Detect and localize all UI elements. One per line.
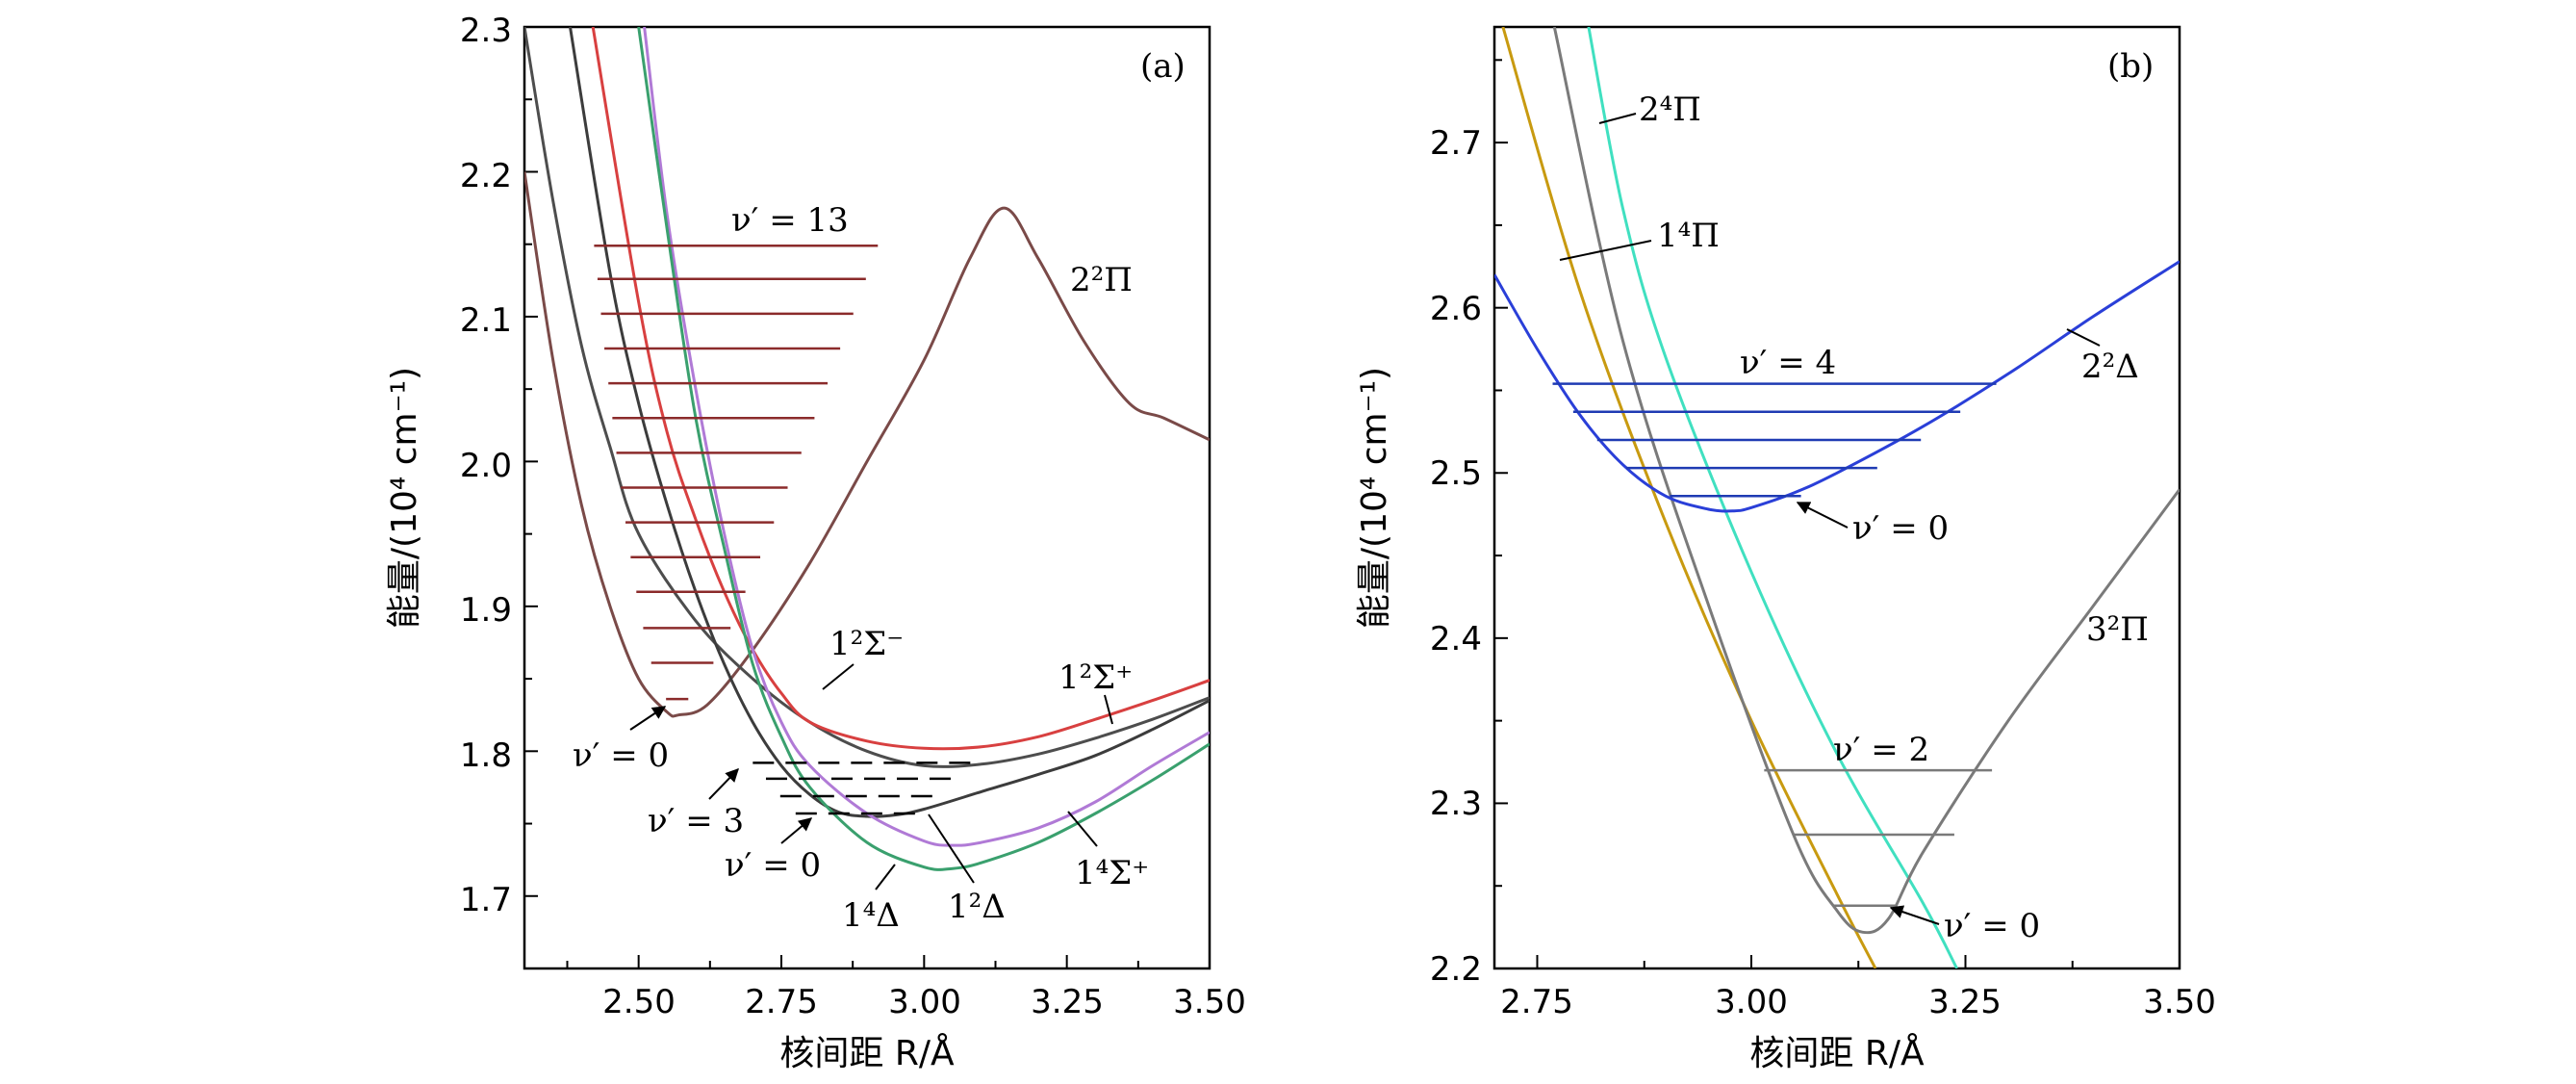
- arrow-v0-2-2delta: [1796, 502, 1849, 529]
- x-tick-label: 3.00: [888, 983, 961, 1021]
- y-tick-label: 1.8: [460, 736, 512, 775]
- y-tick-label: 2.5: [1430, 454, 1482, 493]
- leader-line: [928, 813, 975, 884]
- arrow-v3: [708, 767, 739, 800]
- panel-a-plot-area: [524, 27, 1210, 871]
- panel-b-y-axis-title: 能量/(10⁴ cm⁻¹): [1355, 367, 1394, 629]
- x-tick-label: 3.25: [1928, 983, 2002, 1021]
- y-tick-label: 2.3: [1430, 785, 1482, 823]
- curve-series-1-1: [1587, 27, 1958, 968]
- panel-a: 2.50 2.75 3.00 3.25 3.50 1.7 1.8 1.9 2.0…: [385, 12, 1246, 1073]
- panel-b-frame: [1492, 25, 2181, 970]
- panel-a-y-axis-title: 能量/(10⁴ cm⁻¹): [385, 367, 424, 629]
- x-tick-label: 3.25: [1031, 983, 1104, 1021]
- annotation-1-2delta: 1²Δ: [948, 888, 1006, 926]
- curve-series-0-1: [524, 27, 1210, 768]
- annotation-1-2sigma-plus: 1²Σ⁺: [1058, 658, 1133, 697]
- annotation-v0-3-2pi: ν′ = 0: [1944, 907, 2040, 945]
- annotation-1-4sigma-plus: 1⁴Σ⁺: [1075, 854, 1149, 892]
- panel-a-frame: [523, 25, 1211, 970]
- panel-b-x-axis-title: 核间距 R/Å: [1749, 1032, 1925, 1073]
- y-tick-label: 2.6: [1430, 290, 1482, 328]
- curve-series-1-3: [1494, 260, 2180, 513]
- curve-series-0-0: [524, 171, 1210, 718]
- annotation-v2: ν′ = 2: [1833, 731, 1929, 769]
- annotation-1-4pi: 1⁴Π: [1657, 217, 1720, 255]
- annotation-2-2delta: 2²Δ: [2081, 348, 2139, 386]
- leader-line: [875, 864, 896, 890]
- leader-line: [822, 663, 854, 690]
- x-tick-label: 2.75: [1500, 983, 1573, 1021]
- annotation-v0-1-2delta: ν′ = 0: [725, 846, 821, 885]
- panel-a-ticks: [524, 26, 1211, 968]
- y-tick-label: 2.7: [1430, 124, 1482, 163]
- x-tick-label: 3.00: [1715, 983, 1788, 1021]
- curve-series-0-5: [637, 27, 1210, 871]
- panel-b-label: (b): [2107, 47, 2154, 86]
- y-tick-label: 2.2: [1430, 950, 1482, 989]
- panel-b-plot-area: [1494, 27, 2180, 968]
- panel-b: 2.75 3.00 3.25 3.50 2.2 2.3 2.4 2.5 2.6 …: [1355, 25, 2216, 1073]
- y-tick-label: 2.3: [460, 12, 512, 50]
- arrow-v0-1-2delta: [780, 817, 813, 844]
- arrow-v0-3-2pi: [1889, 905, 1940, 925]
- annotation-2-4pi: 2⁴Π: [1639, 90, 1701, 129]
- annotation-3-2pi: 3²Π: [2086, 610, 2149, 649]
- annotation-2-2pi: 2²Π: [1070, 261, 1133, 299]
- y-tick-label: 2.1: [460, 301, 512, 340]
- arrow-v0-2pi: [629, 706, 667, 731]
- x-tick-label: 3.50: [1173, 983, 1246, 1021]
- y-tick-label: 2.4: [1430, 620, 1482, 658]
- panel-a-x-tick-labels: 2.50 2.75 3.00 3.25 3.50: [602, 983, 1246, 1021]
- y-tick-label: 2.0: [460, 447, 512, 485]
- leader-line: [1067, 811, 1098, 847]
- annotation-v0-2-2delta: ν′ = 0: [1852, 509, 1949, 548]
- y-tick-label: 1.7: [460, 881, 512, 919]
- y-tick-label: 1.9: [460, 591, 512, 630]
- curve-series-0-2: [569, 27, 1210, 818]
- annotation-v4: ν′ = 4: [1740, 344, 1836, 382]
- annotation-1-4delta: 1⁴Δ: [842, 896, 900, 935]
- annotation-v3: ν′ = 3: [648, 802, 744, 840]
- panel-a-y-tick-labels: 1.7 1.8 1.9 2.0 2.1 2.2 2.3: [460, 12, 512, 919]
- annotation-1-2sigma-minus: 1²Σ⁻: [829, 625, 904, 663]
- x-tick-label: 2.50: [602, 983, 676, 1021]
- x-tick-label: 2.75: [745, 983, 818, 1021]
- annotation-v0-2pi: ν′ = 0: [573, 736, 669, 775]
- panel-b-y-tick-labels: 2.2 2.3 2.4 2.5 2.6 2.7: [1430, 124, 1482, 989]
- curve-series-1-0: [1501, 27, 1877, 968]
- panel-a-label: (a): [1140, 47, 1186, 86]
- leader-line: [1559, 240, 1652, 261]
- panel-a-x-axis-title: 核间距 R/Å: [779, 1032, 955, 1073]
- curve-series-0-4: [643, 27, 1210, 847]
- leader-line: [1104, 694, 1113, 725]
- panel-b-ticks: [1494, 59, 2181, 969]
- annotation-v13: ν′ = 13: [731, 201, 849, 240]
- x-tick-label: 3.50: [2143, 983, 2216, 1021]
- leader-line: [2066, 328, 2101, 347]
- leader-line: [1598, 113, 1637, 124]
- y-tick-label: 2.2: [460, 157, 512, 195]
- panel-b-x-tick-labels: 2.75 3.00 3.25 3.50: [1500, 983, 2216, 1021]
- curve-series-0-3: [591, 27, 1210, 751]
